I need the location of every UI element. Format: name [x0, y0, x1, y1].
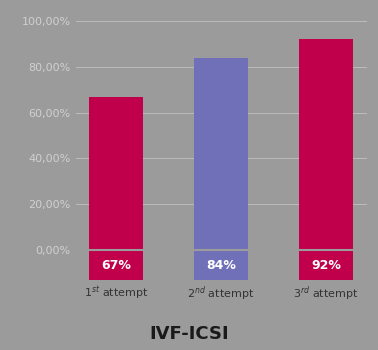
Text: 92%: 92% — [311, 259, 341, 272]
Bar — [299, 250, 353, 280]
Text: 84%: 84% — [206, 259, 236, 272]
Bar — [299, 39, 353, 250]
Bar — [194, 57, 248, 250]
Bar — [89, 250, 143, 280]
Bar — [194, 250, 248, 280]
Text: IVF-ICSI: IVF-ICSI — [149, 325, 229, 343]
Bar — [89, 97, 143, 250]
Text: 67%: 67% — [101, 259, 131, 272]
